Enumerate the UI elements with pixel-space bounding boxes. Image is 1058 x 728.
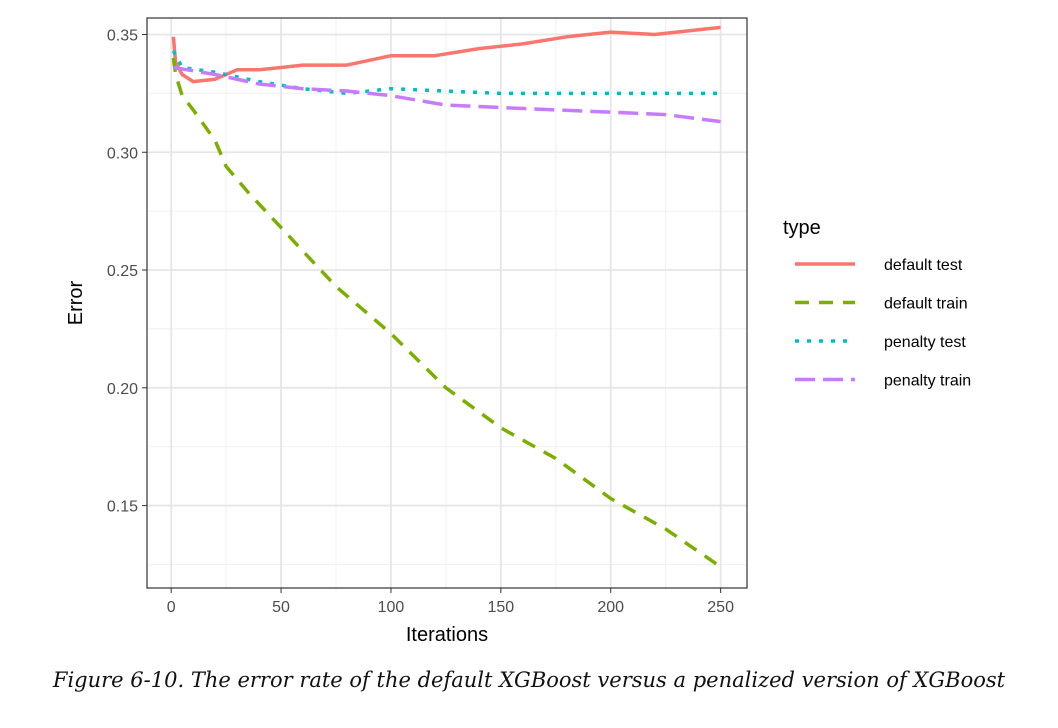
x-tick-label: 0 bbox=[167, 599, 176, 616]
y-tick-label: 0.30 bbox=[107, 145, 138, 162]
legend-label: penalty train bbox=[884, 373, 971, 390]
plot-border bbox=[146, 17, 748, 589]
y-tick-label: 0.35 bbox=[107, 27, 138, 44]
series-line-penalty-train bbox=[173, 65, 721, 124]
x-tick-label: 100 bbox=[378, 599, 405, 616]
x-tick-label: 200 bbox=[597, 599, 624, 616]
legend-label: default train bbox=[884, 296, 968, 313]
x-tick-label: 150 bbox=[487, 599, 514, 616]
y-tick-label: 0.20 bbox=[107, 381, 138, 398]
y-tick-label: 0.25 bbox=[107, 263, 138, 280]
legend-label: penalty test bbox=[884, 334, 966, 351]
legend-label: default test bbox=[884, 257, 963, 274]
figure-caption: Figure 6-10. The error rate of the defau… bbox=[52, 668, 1006, 692]
series-line-default-test bbox=[171, 25, 721, 84]
x-tick-label: 250 bbox=[707, 599, 734, 616]
error-chart: 0 50 100 150 200 250 0.15 0.20 0.25 0.30 0.35 Itera… bbox=[65, 17, 971, 646]
y-axis-label: Error bbox=[65, 280, 87, 325]
plot-panel bbox=[147, 18, 747, 588]
x-axis-label: Iterations bbox=[406, 624, 488, 646]
x-tick-label: 50 bbox=[272, 599, 290, 616]
series-line-default-train bbox=[171, 57, 722, 569]
y-tick-label: 0.15 bbox=[107, 499, 138, 516]
legend-title: type bbox=[783, 217, 821, 239]
